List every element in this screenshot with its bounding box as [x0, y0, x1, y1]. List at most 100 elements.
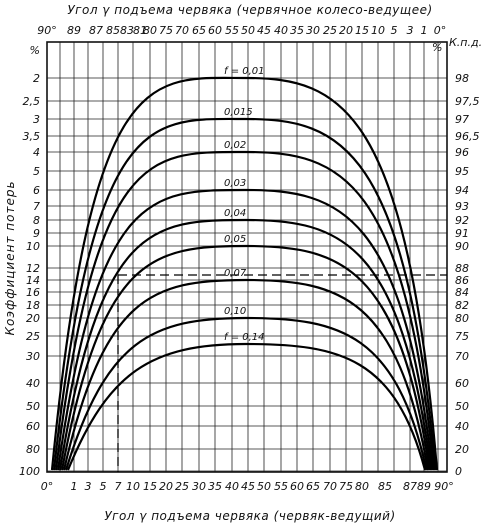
left-tick-label: 16 [26, 286, 40, 299]
guide-line [117, 274, 447, 472]
left-tick-label: 40 [26, 377, 40, 390]
right-tick-label: 95 [455, 165, 469, 178]
top-tick-label: 30 [306, 24, 320, 37]
bottom-tick-label: 3 [85, 480, 92, 493]
bottom-tick-label: 10 [126, 480, 140, 493]
bottom-tick-label: 35 [208, 480, 222, 493]
right-tick-label: 86 [455, 274, 469, 287]
top-tick-label: 0° [434, 24, 447, 37]
left-tick-label: 8 [33, 214, 40, 227]
top-tick-label: 65 [192, 24, 206, 37]
bottom-tick-label: 55 [274, 480, 288, 493]
top-tick-label: 3 [407, 24, 414, 37]
left-tick-label: 9 [33, 227, 40, 240]
top-tick-label: 25 [323, 24, 337, 37]
bottom-tick-label: 7 [115, 480, 122, 493]
series-curves [50, 76, 439, 471]
top-tick-label: 20 [339, 24, 353, 37]
top-tick-label: 1 [421, 24, 428, 37]
series-curve [52, 117, 437, 471]
series-curve [54, 150, 436, 471]
right-tick-label: 97,5 [455, 95, 480, 108]
left-tick-label: 25 [26, 330, 40, 343]
left-tick-label: 7 [33, 200, 40, 213]
left-tick-label: 18 [26, 299, 40, 312]
bottom-tick-label: 70 [323, 480, 337, 493]
top-tick-label: 55 [225, 24, 239, 37]
left-tick-label: 10 [26, 240, 40, 253]
right-tick-label: 70 [455, 350, 469, 363]
bottom-tick-label: 85 [378, 480, 392, 493]
left-tick-label: 12 [26, 262, 40, 275]
right-tick-label: % [432, 41, 442, 54]
left-tick-label: 2,5 [23, 95, 41, 108]
series-label: 0,05 [224, 234, 246, 245]
left-tick-label: % [30, 44, 40, 57]
top-tick-label: 90° [37, 24, 57, 37]
bottom-tick-label: 1 [71, 480, 78, 493]
right-tick-label: 98 [455, 72, 469, 85]
series-label: 0,04 [224, 208, 246, 219]
bottom-tick-label: 15 [143, 480, 157, 493]
right-tick-label: 90 [455, 240, 469, 253]
series-label: f = 0,01 [224, 66, 265, 77]
series-curve [62, 278, 430, 471]
left-tick-label: 14 [26, 274, 40, 287]
bottom-tick-label: 50 [257, 480, 271, 493]
right-tick-label: 0 [455, 465, 462, 478]
top-tick-label: 89 [67, 24, 81, 37]
bottom-tick-label: 80 [355, 480, 369, 493]
right-tick-label: 84 [455, 286, 469, 299]
series-label: 0,02 [224, 140, 246, 151]
series-labels: f = 0,01 0,015 0,02 0,03 0,04 0,05 0,07 0,10 f =… [224, 66, 265, 343]
top-tick-label: 5 [391, 24, 398, 37]
top-tick-label: 40 [274, 24, 288, 37]
left-tick-label: 50 [26, 400, 40, 413]
right-tick-label: 82 [455, 299, 469, 312]
right-tick-label: 75 [455, 330, 469, 343]
left-tick-label: 60 [26, 420, 40, 433]
top-tick-label: 60 [208, 24, 222, 37]
right-tick-label: 96 [455, 146, 469, 159]
bottom-tick-label: 65 [306, 480, 320, 493]
bottom-tick-label: 90° [434, 480, 454, 493]
right-axis-unit: К.п.д. [449, 36, 482, 49]
series-curve [56, 188, 434, 471]
right-tick-label: 20 [455, 443, 469, 456]
right-tick-label: 93 [455, 200, 469, 213]
top-tick-label: 50 [241, 24, 255, 37]
series-label: f = 0,14 [224, 332, 265, 343]
bottom-tick-label: 89 [417, 480, 431, 493]
bottom-tick-label: 0° [41, 480, 54, 493]
bottom-axis-title: Угол γ подъема червяка (червяк-ведущий) [104, 509, 395, 523]
left-tick-label: 4 [33, 146, 40, 159]
bottom-tick-label: 30 [192, 480, 206, 493]
top-tick-label: 70 [175, 24, 189, 37]
top-tick-label: 10 [371, 24, 385, 37]
series-curve [64, 316, 428, 471]
series-label: 0,015 [224, 107, 253, 118]
right-tick-label: 94 [455, 184, 469, 197]
bottom-tick-label: 20 [159, 480, 173, 493]
top-tick-label: 85 [106, 24, 120, 37]
bottom-tick-label: 25 [175, 480, 189, 493]
top-axis-title: Угол γ подъема червяка (червячное колесо… [67, 3, 432, 17]
left-tick-label: 5 [33, 165, 40, 178]
plot-frame [46, 41, 448, 473]
top-tick-label: 75 [159, 24, 173, 37]
left-tick-label: 80 [26, 443, 40, 456]
left-tick-label: 100 [19, 465, 40, 478]
left-axis-title: Коэффициент потерь [3, 180, 17, 335]
right-tick-label: 80 [455, 312, 469, 325]
series-label: 0,10 [224, 306, 246, 317]
right-tick-label: 91 [455, 227, 469, 240]
right-tick-label: 60 [455, 377, 469, 390]
bottom-axis-ticks: 0° 1 3 5 7 10 15 20 25 30 35 40 45 50 55 60 65 70 75 80 85 87… [41, 480, 454, 493]
left-tick-label: 6 [33, 184, 40, 197]
top-tick-label: 35 [290, 24, 304, 37]
bottom-tick-label: 45 [241, 480, 255, 493]
left-tick-label: 2 [33, 72, 40, 85]
